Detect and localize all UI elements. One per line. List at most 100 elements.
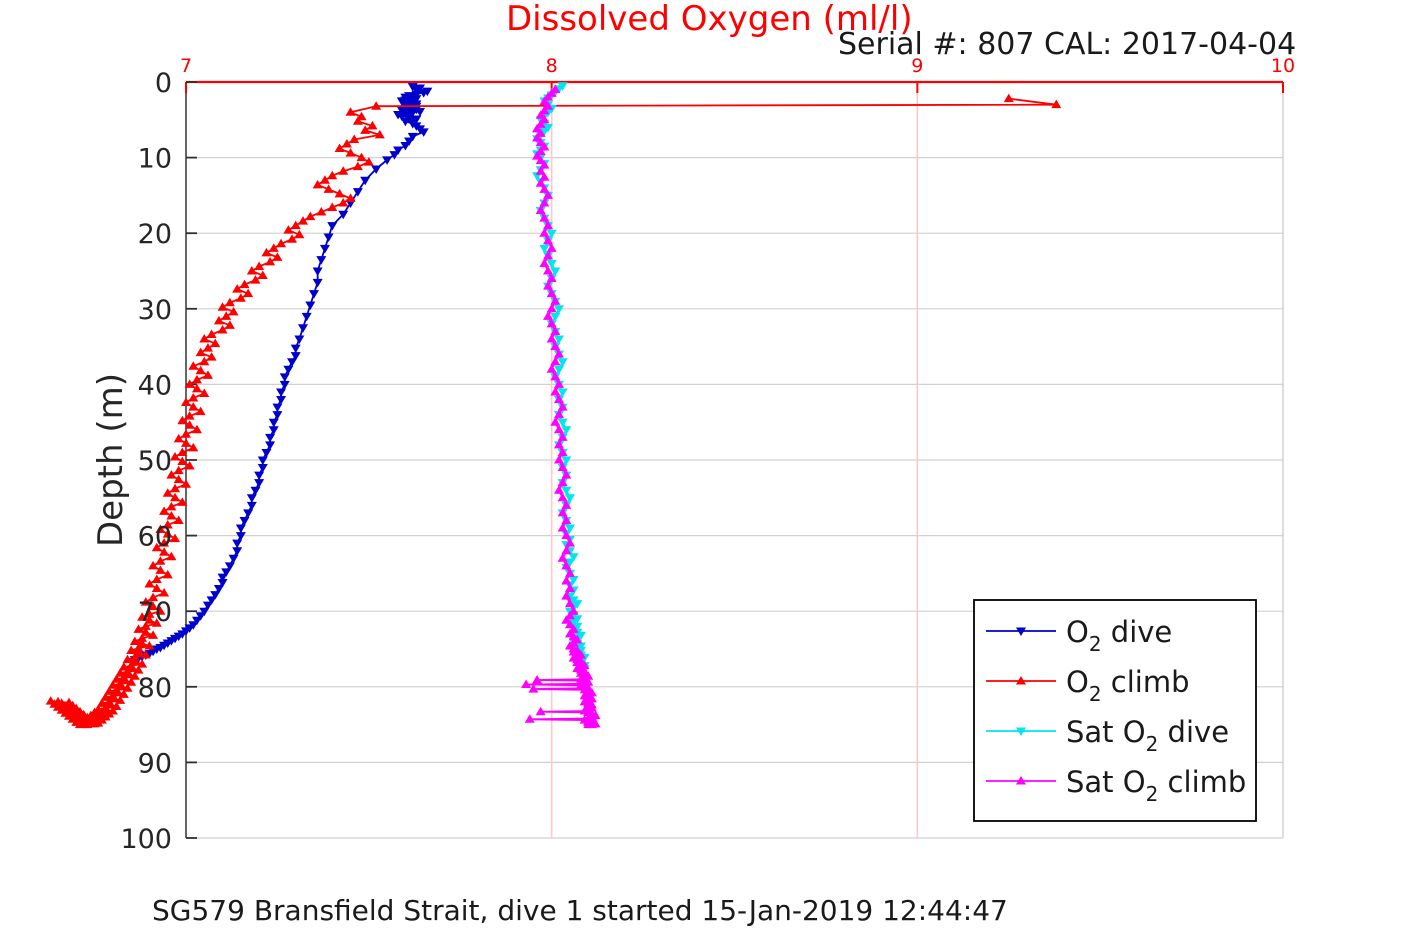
- data-point-marker: [553, 349, 564, 358]
- data-point-marker: [352, 116, 363, 125]
- data-point-marker: [104, 686, 115, 695]
- x-tick-label: 8: [546, 55, 558, 77]
- data-point-marker: [568, 553, 579, 562]
- data-point-marker: [561, 486, 572, 496]
- data-point-marker: [360, 176, 371, 186]
- data-point-marker: [546, 243, 557, 252]
- data-point-marker: [162, 488, 173, 497]
- data-point-marker: [345, 107, 356, 116]
- data-point-marker: [407, 132, 418, 142]
- data-point-marker: [184, 379, 195, 388]
- data-point-marker: [246, 266, 257, 275]
- data-point-marker: [546, 334, 557, 343]
- data-point-marker: [371, 165, 382, 174]
- data-point-marker: [144, 578, 155, 588]
- data-point-marker: [243, 288, 254, 298]
- data-point-marker: [356, 152, 367, 162]
- data-point-marker: [202, 370, 213, 379]
- data-point-marker: [550, 386, 561, 396]
- data-point-marker: [210, 338, 221, 348]
- data-point-marker: [349, 134, 360, 143]
- data-point-marker: [290, 352, 301, 361]
- data-point-marker: [532, 151, 543, 160]
- data-point-marker: [535, 155, 546, 165]
- data-point-marker: [115, 695, 126, 704]
- data-point-marker: [363, 157, 374, 166]
- data-point-marker: [561, 470, 572, 479]
- data-point-marker: [539, 184, 550, 193]
- data-point-marker: [539, 114, 550, 124]
- data-point-marker: [213, 315, 224, 325]
- data-point-marker: [188, 402, 199, 411]
- data-point-marker: [224, 297, 235, 307]
- data-point-marker: [543, 235, 554, 245]
- data-point-marker: [232, 547, 243, 556]
- data-point-marker: [140, 621, 151, 630]
- data-point-marker: [294, 229, 305, 239]
- data-point-marker: [316, 256, 327, 265]
- data-series-layer: [45, 82, 1062, 729]
- data-point-marker: [557, 477, 568, 487]
- data-point-marker: [250, 275, 261, 284]
- data-point-marker: [188, 442, 199, 452]
- data-point-marker: [539, 258, 550, 267]
- y-tick-label: 10: [138, 144, 172, 175]
- data-point-marker: [162, 569, 173, 579]
- data-point-marker: [334, 143, 345, 153]
- data-point-marker: [553, 379, 564, 388]
- data-point-marker: [181, 397, 191, 407]
- data-point-marker: [261, 448, 272, 458]
- data-point-marker: [400, 142, 411, 151]
- data-point-marker: [140, 650, 151, 659]
- data-point-marker: [170, 483, 181, 493]
- serial-annotation: Serial #: 807 CAL: 2017-04-04: [838, 27, 1296, 62]
- data-point-marker: [276, 238, 287, 248]
- data-point-marker: [561, 560, 572, 570]
- series-o2-dive: [129, 83, 433, 665]
- data-point-marker: [535, 119, 546, 128]
- y-tick-label: 50: [138, 446, 172, 477]
- data-point-marker: [338, 197, 349, 207]
- data-point-marker: [170, 451, 181, 461]
- data-point-marker: [356, 111, 367, 121]
- data-point-marker: [144, 609, 155, 618]
- data-point-marker: [557, 358, 568, 367]
- data-point-marker: [553, 365, 564, 375]
- data-point-marker: [53, 696, 64, 706]
- data-point-marker: [177, 415, 188, 425]
- data-point-marker: [553, 335, 564, 345]
- data-point-marker: [564, 583, 575, 593]
- data-point-marker: [393, 146, 404, 156]
- data-point-marker: [191, 424, 202, 434]
- data-point-marker: [129, 652, 140, 661]
- data-point-marker: [539, 228, 550, 237]
- data-point-marker: [173, 474, 184, 484]
- data-point-marker: [232, 539, 243, 549]
- data-point-marker: [334, 188, 345, 198]
- y-tick-label: 100: [120, 824, 172, 855]
- data-point-marker: [316, 207, 327, 216]
- data-point-marker: [550, 356, 561, 366]
- data-point-marker: [305, 301, 316, 311]
- data-point-marker: [546, 318, 557, 328]
- data-point-marker: [235, 293, 246, 302]
- data-point-marker: [543, 250, 554, 260]
- data-point-marker: [137, 638, 148, 648]
- data-point-marker: [195, 347, 206, 357]
- data-point-marker: [557, 462, 568, 472]
- data-point-marker: [272, 252, 283, 261]
- data-point-marker: [290, 344, 301, 354]
- data-point-marker: [206, 352, 217, 361]
- data-point-marker: [561, 515, 572, 524]
- data-point-marker: [250, 486, 261, 496]
- data-point-marker: [257, 464, 268, 473]
- data-point-marker: [535, 166, 546, 175]
- data-point-marker: [546, 303, 557, 313]
- x-tick-label: 10: [1271, 55, 1295, 77]
- data-point-marker: [557, 432, 568, 441]
- data-point-marker: [170, 492, 181, 502]
- data-point-marker: [257, 456, 268, 465]
- data-point-marker: [148, 601, 159, 611]
- data-point-marker: [521, 679, 532, 689]
- data-point-marker: [257, 270, 268, 280]
